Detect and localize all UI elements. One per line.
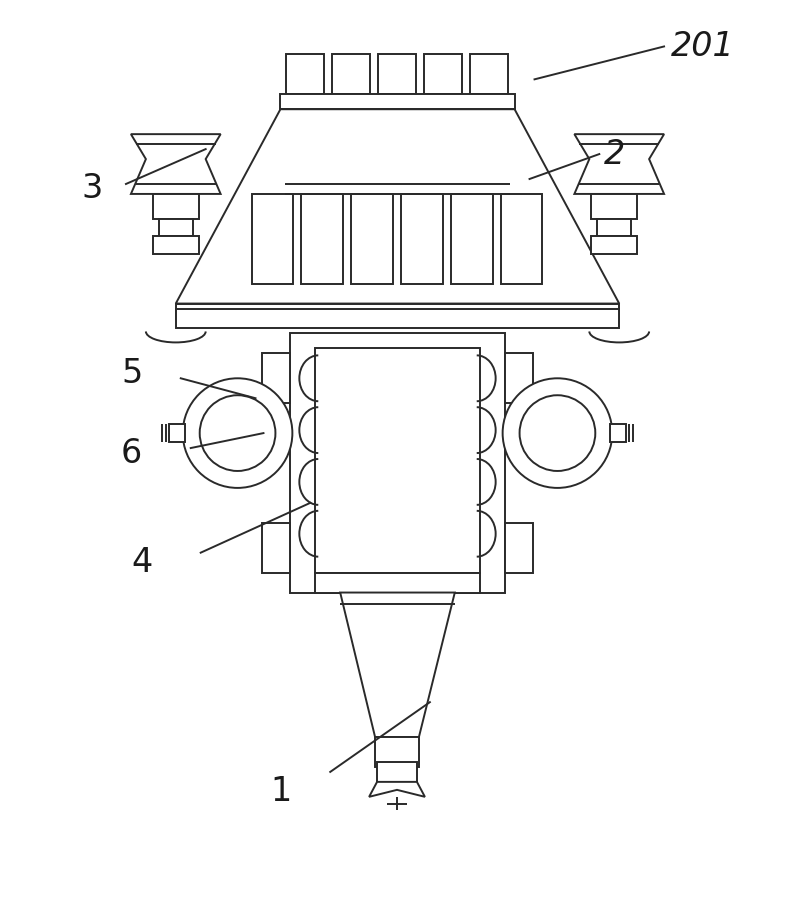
Circle shape <box>502 378 612 488</box>
Bar <box>262 354 290 403</box>
Bar <box>281 94 514 109</box>
Bar <box>379 767 415 787</box>
Circle shape <box>520 395 595 471</box>
Bar <box>505 354 533 403</box>
Bar <box>332 54 370 94</box>
Polygon shape <box>131 134 221 194</box>
Bar <box>153 194 199 219</box>
Text: 6: 6 <box>121 437 142 470</box>
Bar <box>176 308 619 329</box>
Bar <box>286 54 324 94</box>
Bar <box>290 333 505 593</box>
Bar <box>153 235 199 254</box>
Text: 5: 5 <box>121 357 142 390</box>
Bar <box>301 194 343 283</box>
Bar <box>378 54 416 94</box>
Bar <box>251 194 293 283</box>
Bar <box>176 304 619 318</box>
Polygon shape <box>176 109 619 304</box>
Bar <box>470 54 508 94</box>
Polygon shape <box>574 134 664 194</box>
Polygon shape <box>369 782 425 797</box>
Bar <box>611 425 626 442</box>
Bar <box>591 194 637 219</box>
Bar <box>597 219 631 235</box>
Bar <box>501 194 542 283</box>
Bar <box>591 235 637 254</box>
Bar <box>377 762 417 782</box>
Bar <box>401 194 443 283</box>
Circle shape <box>200 395 275 471</box>
Bar <box>351 194 393 283</box>
Bar <box>424 54 462 94</box>
Bar <box>375 737 419 767</box>
Text: 2: 2 <box>604 138 626 171</box>
Bar <box>169 425 184 442</box>
Bar <box>505 522 533 572</box>
Circle shape <box>183 378 293 488</box>
Bar <box>159 219 192 235</box>
Text: 3: 3 <box>81 173 103 206</box>
Bar <box>451 194 493 283</box>
Text: 201: 201 <box>671 30 735 63</box>
Text: 4: 4 <box>131 546 152 579</box>
Bar <box>316 572 479 593</box>
Bar <box>262 522 290 572</box>
Polygon shape <box>340 593 455 737</box>
Bar <box>316 348 479 572</box>
Text: 1: 1 <box>270 775 292 809</box>
